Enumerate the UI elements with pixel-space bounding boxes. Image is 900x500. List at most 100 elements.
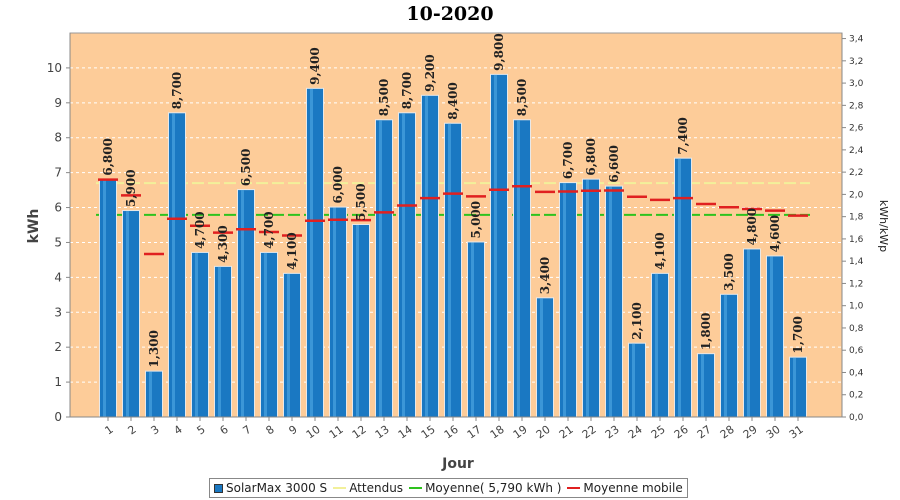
legend-swatch-expected: [333, 487, 347, 489]
bar-highlight: [632, 343, 635, 417]
data-label: 8,700: [170, 72, 184, 110]
bar-highlight: [195, 252, 198, 417]
x-tick-label: 2: [126, 423, 139, 438]
data-label: 5,500: [354, 183, 368, 221]
y-right-tick-label: 2,2: [849, 168, 863, 178]
x-tick-label: 29: [741, 423, 760, 442]
bar: [583, 179, 599, 417]
x-tick-label: 16: [442, 423, 461, 442]
y-right-tick-label: 1,2: [849, 279, 863, 289]
bar-highlight: [241, 190, 244, 417]
x-tick-label: 6: [218, 423, 231, 438]
bar: [215, 266, 231, 417]
bar: [445, 123, 461, 417]
x-tick-label: 23: [603, 423, 622, 442]
y-axis-title: kWh: [26, 209, 42, 244]
x-tick-label: 17: [465, 423, 484, 442]
y-right-tick-label: 0,0: [849, 413, 864, 423]
y-axis-right-title: kWh/kWp: [877, 200, 890, 252]
data-label: 9,400: [308, 47, 322, 85]
bar: [353, 225, 369, 417]
moving-average-markers: [98, 178, 808, 256]
bar: [698, 354, 714, 417]
bar: [123, 211, 139, 417]
bar: [560, 183, 576, 417]
y-right-tick-label: 0,2: [849, 391, 863, 401]
y-right-tick-label: 1,4: [849, 257, 864, 267]
legend-item-production: SolarMax 3000 S: [214, 481, 327, 495]
bar-highlight: [494, 74, 497, 418]
data-label: 3,400: [538, 257, 552, 295]
bar-highlight: [747, 249, 750, 417]
data-label: 9,200: [423, 54, 437, 92]
bar: [192, 252, 208, 417]
y-tick-label: 2: [54, 340, 62, 354]
x-tick-label: 19: [511, 423, 530, 442]
data-label: 1,800: [699, 313, 713, 351]
data-label: 1,700: [791, 316, 805, 354]
legend-swatch-moving-average: [567, 487, 581, 489]
y-tick-label: 10: [47, 61, 62, 75]
bar-highlight: [609, 186, 612, 417]
x-tick-label: 10: [304, 423, 323, 442]
y-tick-label: 6: [54, 201, 62, 215]
data-label: 4,100: [653, 232, 667, 270]
y-right-tick-label: 0,8: [849, 324, 864, 334]
data-label: 6,800: [101, 138, 115, 176]
bar-highlight: [264, 252, 267, 417]
bar: [330, 207, 346, 417]
legend-item-expected: Attendus: [333, 481, 403, 495]
bar-highlight: [655, 273, 658, 417]
bar-highlight: [517, 120, 520, 417]
x-tick-label: 5: [195, 423, 208, 438]
y-tick-label: 8: [54, 131, 62, 145]
data-label: 7,400: [676, 117, 690, 155]
data-label: 6,500: [239, 149, 253, 187]
bar-highlight: [126, 211, 129, 417]
bar-highlight: [402, 113, 405, 418]
legend-item-moving-average: Moyenne mobile: [567, 481, 683, 495]
legend-label-production: SolarMax 3000 S: [226, 481, 328, 495]
bar: [100, 179, 116, 417]
data-label: 8,500: [515, 79, 529, 117]
bar-highlight: [770, 256, 773, 417]
data-label: 5,000: [469, 201, 483, 239]
bar: [238, 190, 254, 417]
x-tick-label: 1: [103, 423, 116, 438]
bar-highlight: [310, 88, 313, 417]
y-right-tick-label: 2,4: [849, 146, 864, 156]
data-label: 3,500: [722, 253, 736, 291]
bar: [468, 242, 484, 417]
bar-highlight: [149, 371, 152, 417]
x-tick-label: 30: [764, 423, 783, 442]
y-tick-label: 9: [54, 96, 62, 110]
x-tick-label: 26: [672, 423, 691, 442]
bar: [169, 113, 185, 418]
data-label: 1,300: [147, 330, 161, 368]
data-label: 6,700: [561, 142, 575, 180]
legend-swatch-average: [409, 487, 423, 489]
legend: SolarMax 3000 S Attendus Moyenne( 5,790 …: [209, 478, 688, 498]
data-label: 4,300: [216, 225, 230, 263]
y-right-tick-label: 3,2: [849, 57, 863, 67]
bar: [767, 256, 783, 417]
bar: [422, 95, 438, 417]
x-tick-label: 11: [327, 423, 346, 442]
legend-item-average: Moyenne( 5,790 kWh ): [409, 481, 561, 495]
data-label: 8,700: [400, 72, 414, 110]
bar-highlight: [333, 207, 336, 417]
data-label: 6,800: [584, 138, 598, 176]
x-tick-label: 18: [488, 423, 507, 442]
data-label: 6,000: [331, 166, 345, 204]
bar-highlight: [425, 95, 428, 417]
bar: [629, 343, 645, 417]
x-tick-label: 20: [534, 423, 553, 442]
bar-highlight: [724, 294, 727, 417]
x-tick-label: 9: [287, 423, 300, 438]
bar: [744, 249, 760, 417]
data-label: 6,600: [607, 145, 621, 183]
y-tick-label: 1: [54, 375, 62, 389]
data-label: 8,400: [446, 82, 460, 120]
bar: [307, 88, 323, 417]
x-tick-label: 22: [580, 423, 599, 442]
